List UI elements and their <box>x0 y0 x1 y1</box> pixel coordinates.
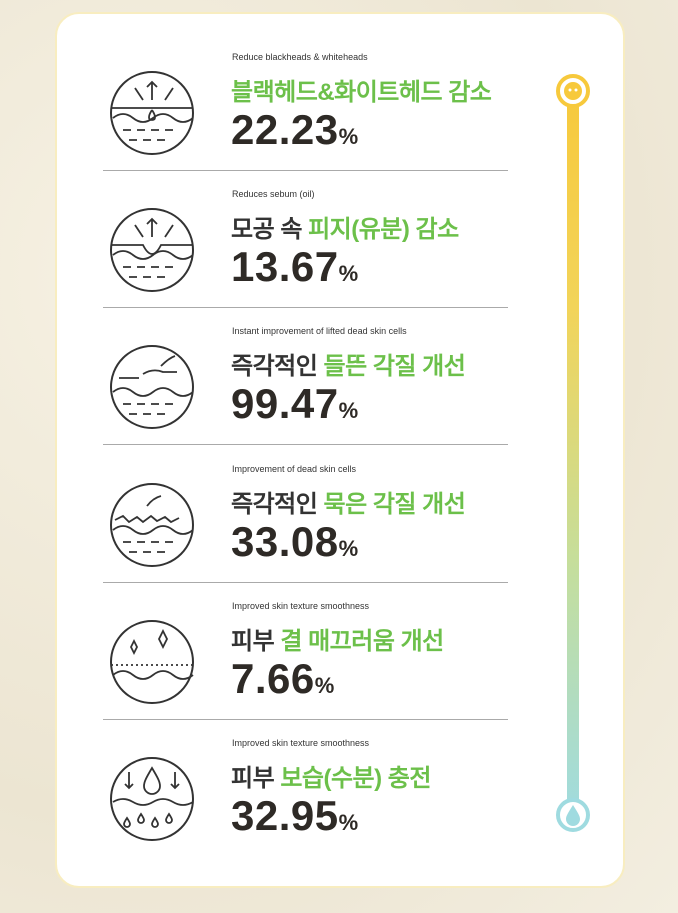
title-highlight: 들뜬 각질 개선 <box>323 353 466 380</box>
value-number: 22.23 <box>231 106 339 153</box>
result-row: Improved skin texture smoothness 피부 결 매끄… <box>57 601 627 738</box>
korean-title: 피부 결 매끄러움 개선 <box>231 621 444 656</box>
percent-value: 33.08% <box>231 518 359 566</box>
value-number: 13.67 <box>231 243 339 290</box>
korean-title: 즉각적인 들뜬 각질 개선 <box>231 346 466 381</box>
title-highlight: 결 매끄러움 개선 <box>280 628 444 655</box>
english-label: Improvement of dead skin cells <box>232 464 357 474</box>
dead-skin-icon <box>110 483 194 567</box>
value-unit: % <box>338 536 359 561</box>
results-card: Reduce blackheads & whiteheads 블랙헤드&화이트헤… <box>55 12 625 888</box>
result-row: Reduces sebum (oil) 모공 속 피지(유분) 감소 13.67… <box>57 189 627 326</box>
title-highlight: 피지(유분) 감소 <box>308 216 459 243</box>
english-label: Instant improvement of lifted dead skin … <box>232 326 407 336</box>
korean-title: 피부 보습(수분) 충전 <box>231 758 431 793</box>
english-label: Improved skin texture smoothness <box>232 738 370 748</box>
pore-extraction-icon <box>110 71 194 155</box>
lifted-skin-icon <box>110 345 194 429</box>
title-plain: 피부 <box>231 765 281 792</box>
percent-value: 13.67% <box>231 243 359 291</box>
title-plain: 모공 속 <box>231 216 309 243</box>
moisture-drop-icon <box>110 757 194 841</box>
divider <box>103 170 508 171</box>
value-unit: % <box>338 810 359 835</box>
result-row: Reduce blackheads & whiteheads 블랙헤드&화이트헤… <box>57 52 627 189</box>
percent-value: 7.66% <box>231 655 335 703</box>
value-number: 99.47 <box>231 380 339 427</box>
value-number: 7.66 <box>231 655 315 702</box>
divider <box>103 307 508 308</box>
sun-face-icon <box>556 74 590 108</box>
title-highlight: 묵은 각질 개선 <box>323 491 466 518</box>
title-highlight: 블랙헤드&화이트헤드 감소 <box>231 79 492 106</box>
value-unit: % <box>338 124 359 149</box>
korean-title: 모공 속 피지(유분) 감소 <box>231 209 459 244</box>
title-plain: 즉각적인 <box>231 353 324 380</box>
korean-title: 블랙헤드&화이트헤드 감소 <box>231 72 492 107</box>
english-label: Reduce blackheads & whiteheads <box>232 52 368 62</box>
english-label: Reduces sebum (oil) <box>232 189 315 199</box>
result-row: Improved skin texture smoothness 피부 보습(수… <box>57 738 627 875</box>
sebum-pore-icon <box>110 208 194 292</box>
result-row: Improvement of dead skin cells 즉각적인 묵은 각… <box>57 464 627 601</box>
divider <box>103 582 508 583</box>
title-highlight: 보습(수분) 충전 <box>280 765 431 792</box>
percent-value: 32.95% <box>231 792 359 840</box>
korean-title: 즉각적인 묵은 각질 개선 <box>231 484 466 519</box>
title-plain: 즉각적인 <box>231 491 324 518</box>
percent-value: 22.23% <box>231 106 359 154</box>
divider <box>103 444 508 445</box>
result-row: Instant improvement of lifted dead skin … <box>57 326 627 463</box>
percent-value: 99.47% <box>231 380 359 428</box>
divider <box>103 719 508 720</box>
value-number: 33.08 <box>231 518 339 565</box>
progress-gradient-bar <box>567 90 579 820</box>
value-unit: % <box>314 673 335 698</box>
value-number: 32.95 <box>231 792 339 839</box>
sparkle-smooth-icon <box>110 620 194 704</box>
english-label: Improved skin texture smoothness <box>232 601 370 611</box>
water-drop-icon <box>556 798 590 832</box>
value-unit: % <box>338 398 359 423</box>
title-plain: 피부 <box>231 628 281 655</box>
value-unit: % <box>338 261 359 286</box>
